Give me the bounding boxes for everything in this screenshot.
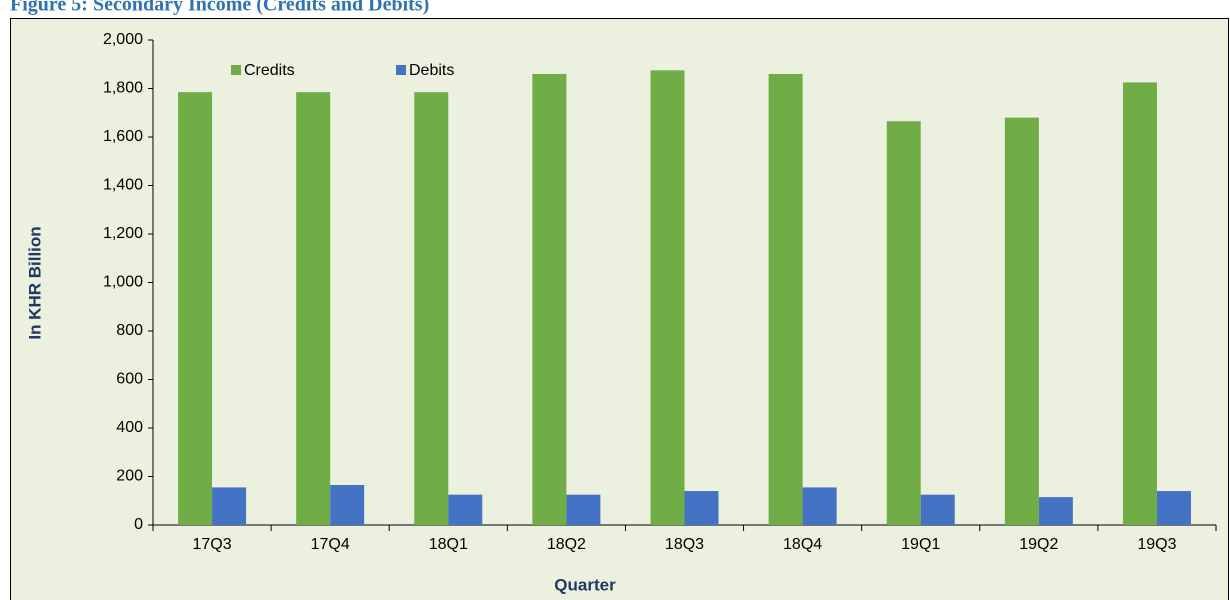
legend-swatch: [231, 65, 241, 75]
legend-label: Credits: [244, 62, 295, 79]
y-tick-label: 400: [116, 419, 143, 436]
bar: [886, 121, 921, 526]
bar: [212, 487, 247, 525]
bar: [296, 92, 331, 525]
x-tick-label: 19Q1: [901, 536, 940, 553]
x-tick-label: 17Q4: [311, 536, 350, 553]
x-tick-label: 18Q3: [665, 536, 704, 553]
y-tick-label: 1,600: [103, 128, 143, 145]
y-tick-label: 200: [116, 468, 143, 485]
x-tick-label: 17Q3: [192, 536, 231, 553]
bar: [920, 494, 955, 525]
bar: [1156, 491, 1191, 525]
bar: [448, 494, 483, 525]
legend-label: Debits: [409, 62, 454, 79]
bar: [178, 92, 213, 525]
y-tick-label: 1,400: [103, 177, 143, 194]
y-tick-label: 1,200: [103, 225, 143, 242]
bar: [330, 484, 365, 525]
y-tick-label: 600: [116, 371, 143, 388]
bar: [684, 491, 719, 525]
bar: [414, 92, 449, 525]
legend-swatch: [396, 65, 406, 75]
bar: [1122, 82, 1157, 525]
y-tick-label: 1,000: [103, 274, 143, 291]
y-tick-label: 2,000: [103, 31, 143, 48]
y-tick-label: 1,800: [103, 80, 143, 97]
bar: [566, 494, 601, 525]
bar: [768, 73, 803, 525]
x-tick-label: 18Q1: [429, 536, 468, 553]
x-tick-label: 19Q2: [1019, 536, 1058, 553]
x-tick-label: 19Q3: [1137, 536, 1176, 553]
x-tick-label: 18Q2: [547, 536, 586, 553]
bar: [650, 70, 685, 525]
x-tick-label: 18Q4: [783, 536, 822, 553]
bar: [1038, 497, 1073, 525]
y-tick-label: 0: [134, 516, 143, 533]
x-axis-title: Quarter: [554, 575, 616, 594]
bar: [802, 487, 837, 525]
y-tick-label: 800: [116, 322, 143, 339]
y-axis-title: In KHR Billion: [25, 226, 44, 339]
bar: [1004, 117, 1039, 525]
chart-title: Figure 5: Secondary Income (Credits and …: [10, 0, 429, 16]
bar: [532, 73, 567, 525]
